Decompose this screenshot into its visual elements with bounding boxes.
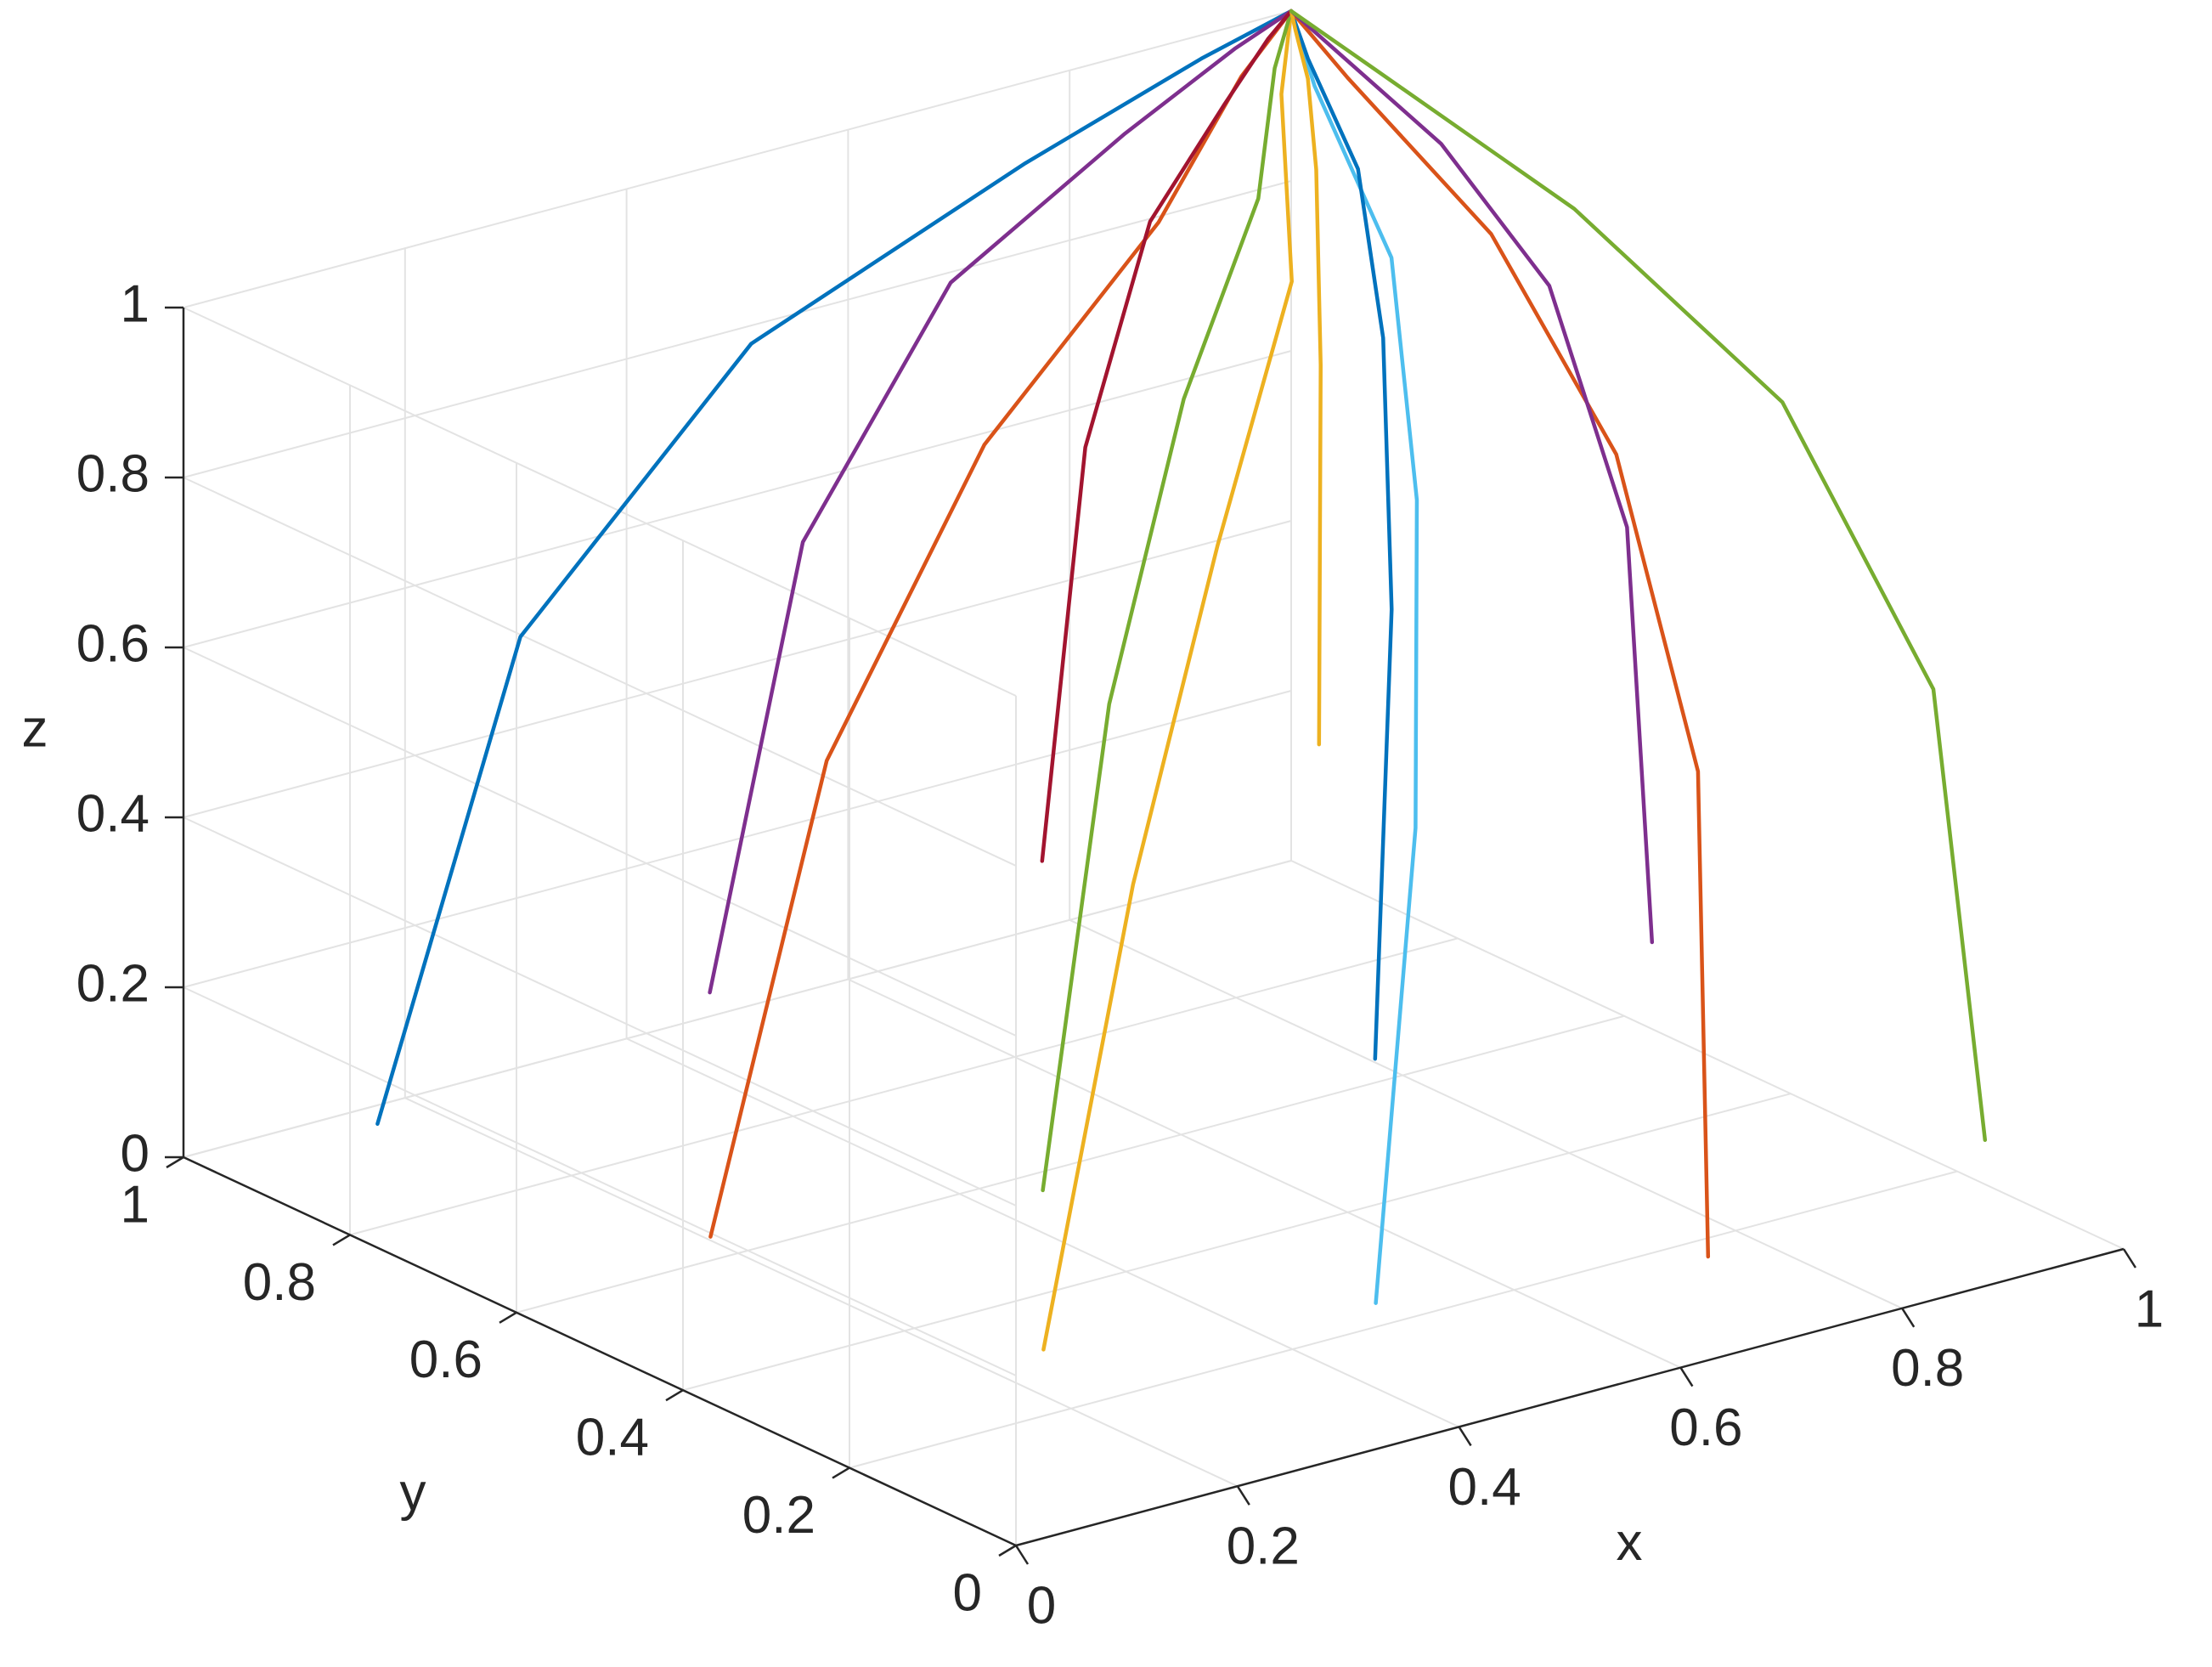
trajectory	[1289, 8, 1655, 945]
trajectory	[1041, 8, 1294, 1352]
x-tick-label: 0.2	[1227, 1517, 1300, 1576]
y-axis	[183, 1156, 1017, 1547]
grid-line	[183, 520, 1292, 818]
x-tick-label: 0	[1027, 1576, 1056, 1635]
tick-mark	[1458, 1426, 1472, 1447]
y-tick-label: 0.8	[243, 1253, 316, 1312]
y-tick-label: 0	[953, 1563, 982, 1622]
z-axis-label: z	[22, 699, 48, 758]
grid-line	[682, 1093, 1792, 1392]
trajectory	[1289, 8, 1419, 1305]
tick-mark	[665, 1389, 684, 1402]
z-tick-label: 0.4	[76, 784, 150, 843]
trajectory	[708, 8, 1294, 1239]
z-tick-label: 0.8	[76, 444, 150, 503]
grid-line	[183, 180, 1292, 478]
grid-line	[1069, 918, 1903, 1309]
trajectory	[1289, 8, 1988, 1142]
tick-mark	[1679, 1366, 1694, 1387]
grid-line	[849, 1170, 1958, 1469]
trajectory	[1041, 8, 1294, 1193]
y-tick-label: 0.4	[576, 1409, 649, 1467]
grid-line	[349, 937, 1459, 1236]
grid-line	[183, 690, 1292, 988]
grid-line	[626, 1037, 1460, 1428]
grid-line	[183, 477, 1017, 867]
grid-line	[1290, 860, 2125, 1250]
tick-mark	[1014, 1545, 1030, 1565]
x-tick-label: 0.4	[1447, 1458, 1521, 1517]
y-tick-label: 1	[121, 1175, 150, 1234]
tick-mark	[1236, 1485, 1250, 1506]
trajectory	[375, 8, 1294, 1127]
z-tick-label: 1	[121, 274, 150, 333]
grid-line	[183, 307, 1017, 697]
grid-line	[847, 978, 1681, 1369]
x-tick-label: 1	[2135, 1280, 2164, 1338]
x-tick-label: 0.8	[1891, 1339, 1964, 1398]
grid-line	[183, 986, 1017, 1376]
tick-mark	[166, 1156, 184, 1169]
z-tick-label: 0.6	[76, 614, 150, 673]
grid-line	[183, 350, 1292, 648]
z-tick-label: 0.2	[76, 954, 150, 1013]
grid-line	[404, 1097, 1239, 1488]
grid-line	[183, 817, 1017, 1206]
trajectory	[1289, 8, 1323, 747]
x-axis	[1015, 1247, 2125, 1547]
trajectory	[1289, 8, 1394, 1061]
grid-line	[183, 647, 1017, 1037]
x-axis-label: x	[1617, 1513, 1643, 1572]
x-tick-label: 0.6	[1669, 1399, 1742, 1457]
tick-mark	[2122, 1248, 2137, 1269]
tick-mark	[998, 1544, 1017, 1557]
grid-line	[516, 1014, 1625, 1314]
grid-line	[183, 860, 1292, 1158]
trajectory	[708, 8, 1294, 995]
y-axis-label: y	[400, 1463, 426, 1522]
trajectory	[1289, 8, 1711, 1259]
tick-mark	[499, 1311, 517, 1324]
trajectory	[1040, 8, 1294, 863]
tick-mark	[332, 1234, 351, 1246]
tick-mark	[1901, 1308, 1916, 1328]
y-tick-label: 0.2	[742, 1486, 815, 1545]
grid-line	[183, 10, 1292, 308]
z-tick-label: 0	[121, 1124, 150, 1183]
y-tick-label: 0.6	[409, 1331, 482, 1389]
tick-mark	[832, 1466, 850, 1479]
